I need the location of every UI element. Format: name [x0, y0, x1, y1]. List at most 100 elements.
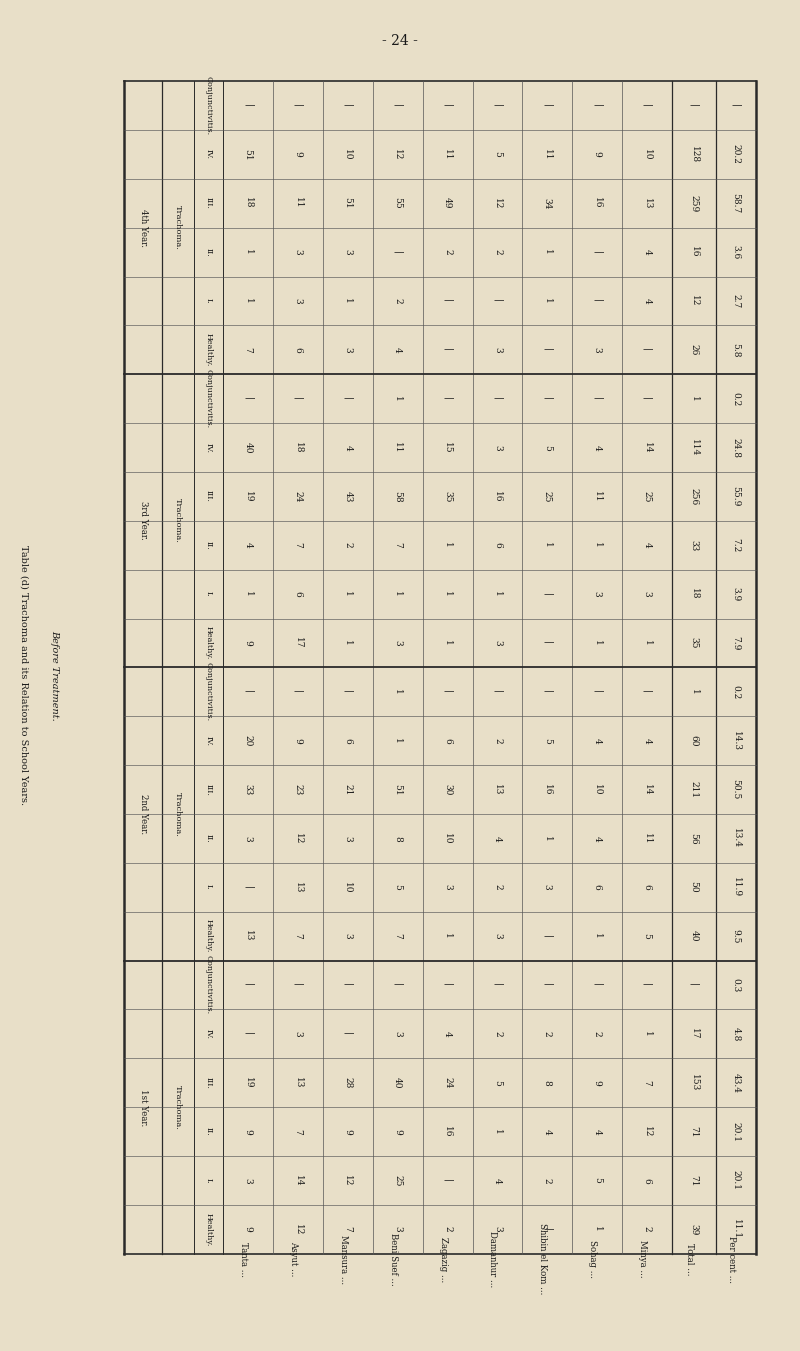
Text: 14: 14 [642, 442, 651, 454]
Text: 4.8: 4.8 [731, 1027, 741, 1042]
Text: 2: 2 [443, 1227, 452, 1232]
Text: IV.: IV. [205, 150, 213, 159]
Text: 25: 25 [394, 1174, 402, 1186]
Text: 71: 71 [690, 1125, 698, 1138]
Text: |: | [690, 104, 698, 107]
Text: 8: 8 [394, 835, 402, 842]
Text: 40: 40 [244, 442, 253, 454]
Text: |: | [493, 300, 502, 303]
Text: 3: 3 [493, 640, 502, 646]
Text: |: | [642, 104, 652, 107]
Text: IV.: IV. [205, 443, 213, 453]
Text: |: | [542, 935, 552, 938]
Text: 40: 40 [690, 931, 698, 942]
Text: 1: 1 [543, 835, 552, 842]
Text: 2.7: 2.7 [731, 293, 741, 308]
Text: |: | [642, 984, 652, 986]
Text: 3: 3 [394, 1031, 402, 1036]
Text: 16: 16 [443, 1125, 452, 1138]
Text: 1: 1 [244, 592, 253, 597]
Text: 2: 2 [443, 250, 452, 255]
Text: 1: 1 [244, 299, 253, 304]
Text: II.: II. [205, 1127, 213, 1136]
Text: |: | [343, 397, 353, 400]
Text: 3: 3 [343, 836, 352, 842]
Text: 13: 13 [294, 1077, 302, 1089]
Text: |: | [443, 690, 452, 693]
Text: |: | [542, 104, 552, 107]
Text: 55.9: 55.9 [731, 486, 741, 507]
Text: 43.4: 43.4 [731, 1073, 741, 1093]
Text: Shibin el Kom ...: Shibin el Kom ... [538, 1224, 547, 1294]
Text: 1: 1 [394, 689, 402, 694]
Text: 1: 1 [642, 1031, 651, 1036]
Text: 6: 6 [443, 738, 452, 743]
Text: 11: 11 [642, 832, 651, 844]
Text: Trachoma.: Trachoma. [174, 205, 182, 250]
Text: 18: 18 [294, 442, 302, 454]
Text: 7: 7 [642, 1079, 651, 1086]
Text: 3: 3 [343, 250, 352, 255]
Text: 4: 4 [642, 299, 651, 304]
Text: 17: 17 [294, 638, 302, 648]
Text: 2: 2 [543, 1031, 552, 1036]
Text: |: | [294, 397, 302, 400]
Text: 256: 256 [690, 488, 698, 505]
Text: 1: 1 [443, 592, 452, 597]
Text: |: | [542, 1228, 552, 1231]
Text: |: | [542, 349, 552, 351]
Text: |: | [443, 349, 452, 351]
Text: 11: 11 [394, 442, 402, 454]
Text: IV.: IV. [205, 736, 213, 746]
Text: 0.2: 0.2 [731, 392, 741, 405]
Text: 24: 24 [443, 1077, 452, 1089]
Text: 4: 4 [642, 542, 651, 549]
Text: |: | [343, 104, 353, 107]
Text: 3: 3 [443, 885, 452, 890]
Text: |: | [243, 397, 253, 400]
Text: 2: 2 [493, 1031, 502, 1036]
Text: 9.5: 9.5 [731, 929, 741, 943]
Text: 12: 12 [690, 296, 698, 307]
Text: 3: 3 [394, 640, 402, 646]
Text: 25: 25 [543, 490, 552, 503]
Text: 16: 16 [493, 490, 502, 503]
Text: I.: I. [205, 885, 213, 890]
Text: 16: 16 [690, 246, 698, 258]
Text: 2nd Year.: 2nd Year. [138, 794, 148, 834]
Text: 6: 6 [493, 542, 502, 549]
Text: 10: 10 [593, 784, 602, 796]
Text: 2: 2 [642, 1227, 651, 1232]
Text: 3: 3 [642, 592, 651, 597]
Text: 9: 9 [593, 1079, 602, 1086]
Text: Damanhur ...: Damanhur ... [489, 1231, 498, 1288]
Text: 7: 7 [244, 347, 253, 353]
Text: 3: 3 [593, 592, 602, 597]
Text: 1: 1 [394, 396, 402, 401]
Text: 13: 13 [244, 931, 253, 942]
Text: |: | [542, 642, 552, 644]
Text: 4: 4 [593, 444, 602, 450]
Text: 12: 12 [493, 197, 502, 209]
Text: 4: 4 [593, 738, 602, 743]
Text: 1: 1 [543, 299, 552, 304]
Text: 6: 6 [642, 885, 651, 890]
Text: Zagazig ...: Zagazig ... [438, 1236, 447, 1282]
Text: I.: I. [205, 299, 213, 304]
Text: 1st Year.: 1st Year. [138, 1089, 148, 1125]
Text: 9: 9 [294, 738, 302, 743]
Text: 10: 10 [343, 149, 352, 161]
Text: |: | [731, 104, 741, 107]
Text: 10: 10 [642, 149, 651, 161]
Text: 4: 4 [343, 444, 352, 450]
Text: |: | [542, 397, 552, 400]
Text: Conjunctivitis.: Conjunctivitis. [205, 76, 213, 135]
Text: 6: 6 [593, 885, 602, 890]
Text: 5: 5 [493, 151, 502, 157]
Text: 20.1: 20.1 [731, 1121, 741, 1142]
Text: 15: 15 [443, 442, 452, 454]
Text: 13: 13 [294, 882, 302, 893]
Text: 24: 24 [294, 490, 302, 503]
Text: |: | [542, 984, 552, 986]
Text: Beni Suef ...: Beni Suef ... [389, 1232, 398, 1286]
